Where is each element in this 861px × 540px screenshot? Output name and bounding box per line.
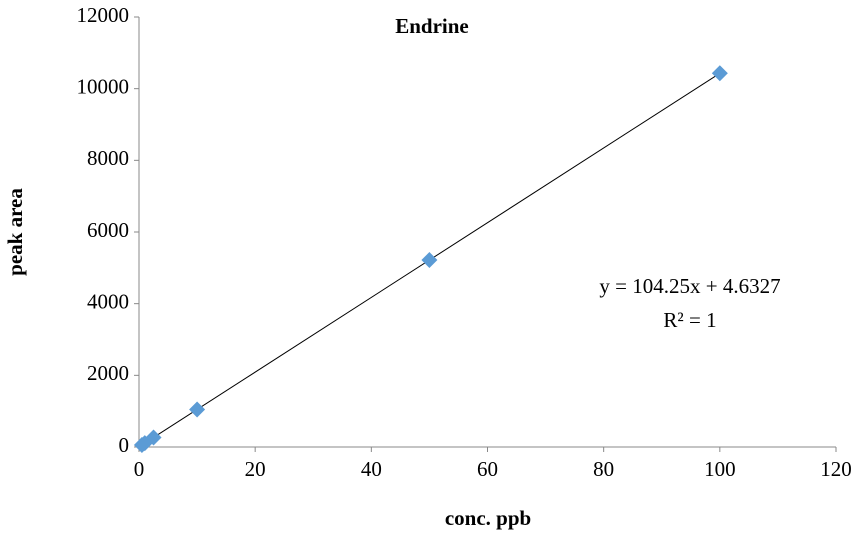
r-squared: R² = 1 [663,308,716,332]
y-tick-label: 6000 [87,218,129,242]
trendline-equation: y = 104.25x + 4.6327 [599,274,780,298]
chart-title: Endrine [395,14,469,38]
y-tick-label: 2000 [87,361,129,385]
x-tick-label: 60 [477,457,498,481]
x-tick-label: 0 [134,457,145,481]
y-tick-label: 8000 [87,146,129,170]
y-tick-label: 12000 [77,3,130,27]
y-tick-label: 10000 [77,74,130,98]
data-point [421,252,438,269]
x-tick-label: 120 [820,457,852,481]
x-tick-label: 100 [704,457,736,481]
data-point [711,65,728,82]
data-point [189,401,206,418]
x-axis-label: conc. ppb [445,506,531,530]
data-point [145,429,162,446]
y-tick-label: 4000 [87,289,129,313]
x-tick-label: 40 [361,457,382,481]
y-tick-label: 0 [119,433,130,457]
x-tick-label: 20 [245,457,266,481]
x-tick-label: 80 [593,457,614,481]
y-axis-label: peak area [3,188,27,276]
